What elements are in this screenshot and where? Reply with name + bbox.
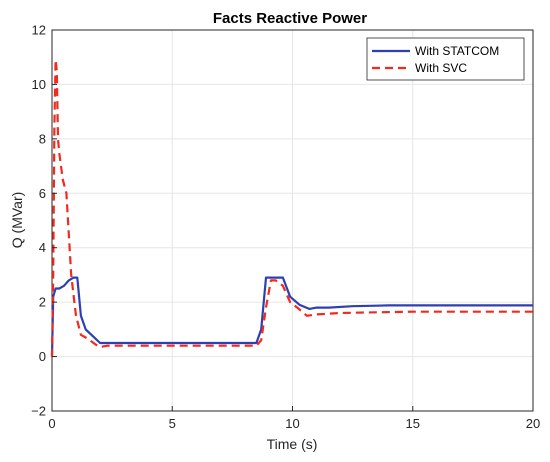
y-tick-label: 0 <box>39 349 46 364</box>
x-axis-ticks: 0 5 10 15 20 <box>48 406 540 431</box>
y-tick-label: 4 <box>39 240 46 255</box>
x-tick-label: 20 <box>526 416 540 431</box>
legend-label-statcom: With STATCOM <box>415 44 499 58</box>
legend-box <box>366 37 525 81</box>
y-tick-label: 8 <box>39 131 46 146</box>
series-line-svc <box>50 58 533 357</box>
chart-title: Facts Reactive Power <box>213 10 367 27</box>
x-tick-label: 10 <box>285 416 299 431</box>
x-tick-label: 5 <box>169 416 176 431</box>
series-line-statcom <box>50 276 533 357</box>
y-axis-label: Q (MVar) <box>9 192 25 249</box>
y-tick-label: 12 <box>32 23 46 38</box>
y-axis-ticks: −2 0 2 4 6 8 10 12 <box>31 23 57 419</box>
y-tick-label: 6 <box>39 186 46 201</box>
x-tick-label: 15 <box>406 416 420 431</box>
grid-lines <box>51 29 534 412</box>
series-layer <box>50 58 533 357</box>
y-tick-label: 2 <box>39 295 46 310</box>
y-tick-label: −2 <box>31 404 46 419</box>
legend-label-svc: With SVC <box>415 61 467 75</box>
y-tick-label: 10 <box>32 77 46 92</box>
legend: With STATCOM With SVC <box>366 37 525 81</box>
x-tick-label: 0 <box>48 416 55 431</box>
x-axis-label: Time (s) <box>267 436 318 452</box>
